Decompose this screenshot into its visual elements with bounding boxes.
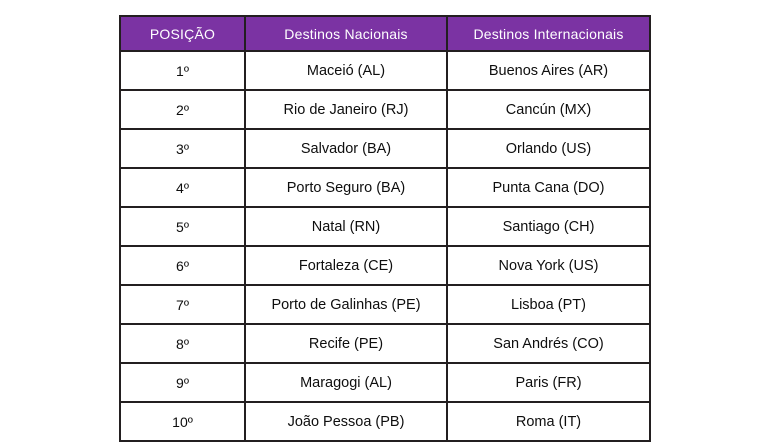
cell-position: 4º	[119, 167, 246, 208]
cell-position: 6º	[119, 245, 246, 286]
cell-national-destination: Natal (RN)	[244, 206, 448, 247]
cell-international-destination: Paris (FR)	[446, 362, 651, 403]
cell-international-destination: Roma (IT)	[446, 401, 651, 442]
cell-national-destination: Porto de Galinhas (PE)	[244, 284, 448, 325]
cell-position: 8º	[119, 323, 246, 364]
cell-position: 9º	[119, 362, 246, 403]
cell-international-destination: Orlando (US)	[446, 128, 651, 169]
table-row: 3º Salvador (BA) Orlando (US)	[119, 128, 651, 169]
cell-national-destination: Rio de Janeiro (RJ)	[244, 89, 448, 130]
cell-national-destination: Maragogi (AL)	[244, 362, 448, 403]
table-header-row: POSIÇÃO Destinos Nacionais Destinos Inte…	[119, 15, 651, 52]
cell-position: 7º	[119, 284, 246, 325]
table-row: 7º Porto de Galinhas (PE) Lisboa (PT)	[119, 284, 651, 325]
cell-position: 5º	[119, 206, 246, 247]
table-row: 6º Fortaleza (CE) Nova York (US)	[119, 245, 651, 286]
cell-national-destination: Recife (PE)	[244, 323, 448, 364]
cell-national-destination: Maceió (AL)	[244, 50, 448, 91]
cell-national-destination: Porto Seguro (BA)	[244, 167, 448, 208]
table-row: 10º João Pessoa (PB) Roma (IT)	[119, 401, 651, 442]
cell-position: 2º	[119, 89, 246, 130]
cell-position: 1º	[119, 50, 246, 91]
table-body: 1º Maceió (AL) Buenos Aires (AR) 2º Rio de J…	[119, 50, 651, 442]
cell-international-destination: Cancún (MX)	[446, 89, 651, 130]
table-row: 4º Porto Seguro (BA) Punta Cana (DO)	[119, 167, 651, 208]
ranking-table-container: POSIÇÃO Destinos Nacionais Destinos Inte…	[119, 15, 651, 442]
table-header: POSIÇÃO Destinos Nacionais Destinos Inte…	[119, 15, 651, 52]
table-row: 8º Recife (PE) San Andrés (CO)	[119, 323, 651, 364]
cell-national-destination: João Pessoa (PB)	[244, 401, 448, 442]
cell-position: 3º	[119, 128, 246, 169]
cell-international-destination: Santiago (CH)	[446, 206, 651, 247]
cell-international-destination: Nova York (US)	[446, 245, 651, 286]
cell-international-destination: Punta Cana (DO)	[446, 167, 651, 208]
cell-position: 10º	[119, 401, 246, 442]
column-header-international-destinations: Destinos Internacionais	[446, 15, 651, 52]
destinations-ranking-table: POSIÇÃO Destinos Nacionais Destinos Inte…	[119, 15, 651, 442]
column-header-position: POSIÇÃO	[119, 15, 246, 52]
column-header-national-destinations: Destinos Nacionais	[244, 15, 448, 52]
table-row: 1º Maceió (AL) Buenos Aires (AR)	[119, 50, 651, 91]
table-row: 2º Rio de Janeiro (RJ) Cancún (MX)	[119, 89, 651, 130]
cell-national-destination: Fortaleza (CE)	[244, 245, 448, 286]
cell-international-destination: San Andrés (CO)	[446, 323, 651, 364]
cell-international-destination: Lisboa (PT)	[446, 284, 651, 325]
table-row: 5º Natal (RN) Santiago (CH)	[119, 206, 651, 247]
table-row: 9º Maragogi (AL) Paris (FR)	[119, 362, 651, 403]
cell-national-destination: Salvador (BA)	[244, 128, 448, 169]
cell-international-destination: Buenos Aires (AR)	[446, 50, 651, 91]
